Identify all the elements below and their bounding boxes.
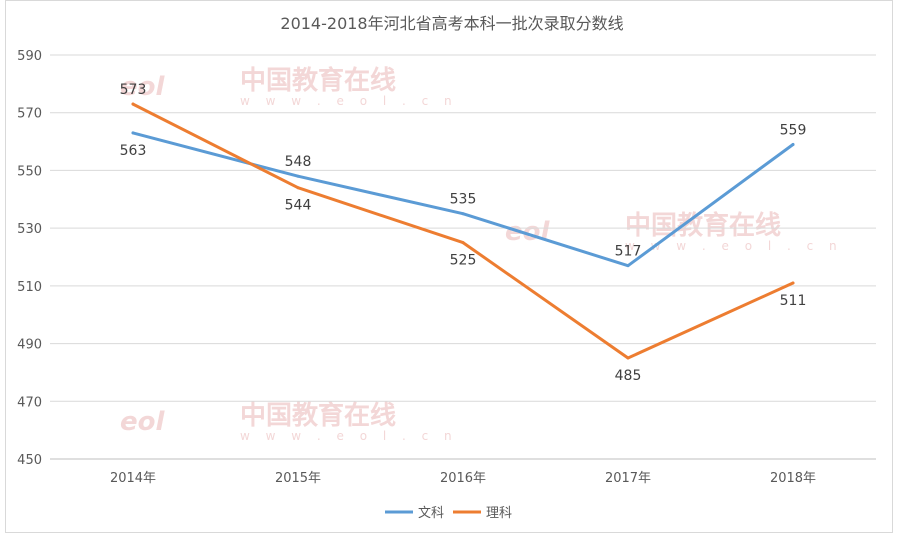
data-point	[131, 102, 135, 106]
data-point	[296, 186, 300, 190]
legend-item-wenke[interactable]: 文科	[385, 506, 444, 521]
y-tick-label: 450	[17, 453, 42, 468]
legend-item-like[interactable]: 理科	[453, 506, 512, 521]
y-tick-label: 550	[17, 164, 42, 179]
y-tick-label: 570	[17, 107, 42, 122]
data-label: 525	[450, 253, 477, 269]
data-label: 544	[285, 198, 312, 214]
y-tick-label: 510	[17, 280, 42, 295]
watermark-logo: eol	[120, 407, 165, 437]
gridlines	[50, 54, 876, 460]
watermark-brand: 中国教育在线	[240, 400, 396, 431]
data-label: 517	[615, 244, 642, 260]
x-axis: 2014年 2015年 2016年 2017年 2018年	[110, 471, 816, 486]
x-tick-label: 2015年	[275, 471, 321, 486]
chart-frame	[5, 0, 893, 533]
data-label: 535	[450, 192, 477, 208]
watermark-url: w w w . e o l . c n	[240, 94, 458, 108]
y-tick-label: 530	[17, 222, 42, 237]
data-point	[296, 174, 300, 178]
watermark-url: w w w . e o l . c n	[240, 429, 458, 443]
watermark-logo: eol	[505, 217, 550, 247]
series-lines	[131, 102, 795, 360]
data-label: 573	[120, 82, 147, 98]
data-label: 559	[780, 122, 807, 138]
watermark-logo: eol	[120, 72, 165, 102]
data-label: 511	[780, 293, 807, 309]
x-tick-label: 2014年	[110, 471, 156, 486]
data-point	[131, 131, 135, 135]
legend-label: 文科	[418, 506, 444, 521]
data-point	[461, 212, 465, 216]
x-tick-label: 2017年	[605, 471, 651, 486]
data-point	[791, 281, 795, 285]
y-axis: 450 470 490 510 530 550 570 590	[17, 49, 42, 468]
data-label: 563	[120, 143, 147, 159]
data-label: 548	[285, 154, 312, 170]
data-labels: 563 548 535 517 559 573 544 525 485 511	[120, 82, 807, 384]
chart-title: 2014-2018年河北省高考本科一批次录取分数线	[280, 14, 623, 33]
data-point	[461, 241, 465, 245]
data-point	[626, 356, 630, 360]
data-point	[791, 142, 795, 146]
watermark-brand: 中国教育在线	[240, 65, 396, 96]
data-point	[626, 264, 630, 268]
x-tick-label: 2016年	[440, 471, 486, 486]
y-tick-label: 590	[17, 49, 42, 64]
y-tick-label: 490	[17, 338, 42, 353]
y-tick-label: 470	[17, 395, 42, 410]
legend[interactable]: 文科 理科	[385, 506, 512, 521]
legend-label: 理科	[486, 506, 512, 521]
x-tick-label: 2018年	[770, 471, 816, 486]
watermark-url: w w w . e o l . c n	[625, 239, 843, 253]
watermark-brand: 中国教育在线	[625, 210, 781, 241]
data-label: 485	[615, 368, 642, 384]
